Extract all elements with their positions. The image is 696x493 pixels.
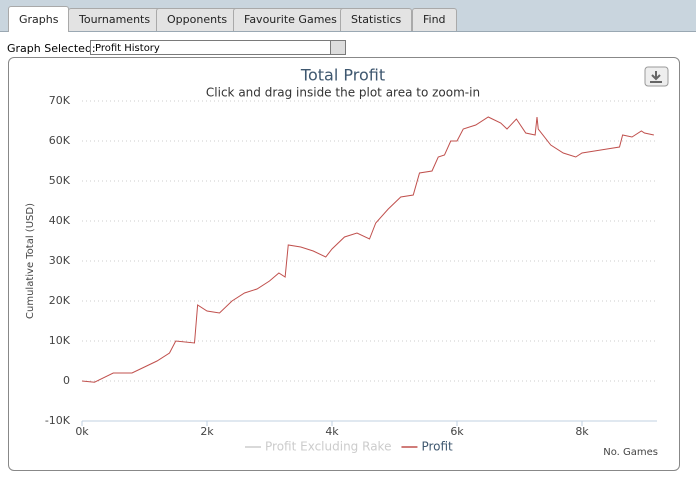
select-arrow[interactable]: [330, 41, 345, 54]
graph-select[interactable]: Profit History: [90, 40, 346, 55]
x-tick-label: 8k: [575, 425, 589, 438]
x-axis-title: No. Games: [603, 447, 658, 458]
selector-label: Graph Selected:: [7, 42, 96, 55]
x-tick-label: 4k: [325, 425, 339, 438]
y-tick-label: 50K: [49, 174, 71, 187]
y-tick-label: 40K: [49, 214, 71, 227]
tab[interactable]: Graphs: [8, 6, 70, 32]
y-tick-label: 20K: [49, 294, 71, 307]
y-tick-label: 0: [63, 374, 70, 387]
x-tick-label: 2k: [200, 425, 214, 438]
profit-line: [81, 116, 654, 383]
tab[interactable]: Opponents: [156, 8, 239, 31]
tab-bar: Graphs Tournaments Opponents Favourite G…: [0, 0, 696, 32]
y-tick-label: 30K: [49, 254, 71, 267]
select-value: Profit History: [95, 43, 160, 54]
y-tick-label: 70K: [49, 94, 71, 107]
legend-item[interactable]: Profit Excluding Rake: [265, 440, 391, 454]
y-tick-label: 60K: [49, 134, 71, 147]
y-tick-label: 10K: [49, 334, 71, 347]
x-tick-label: 0k: [75, 425, 89, 438]
y-tick-label: -10K: [45, 414, 71, 427]
x-tick-label: 6k: [450, 425, 464, 438]
chart-title: Total Profit: [300, 66, 385, 85]
tab[interactable]: Find: [412, 8, 457, 31]
chart-box: [8, 57, 680, 471]
chart-subtitle: Click and drag inside the plot area to z…: [206, 86, 480, 100]
tab[interactable]: Statistics: [340, 8, 413, 31]
export-icon: [650, 71, 662, 83]
y-axis-title: Cumulative Total (USD): [25, 203, 36, 319]
legend-item[interactable]: Profit: [421, 440, 453, 454]
tab[interactable]: Favourite Games: [233, 8, 348, 31]
